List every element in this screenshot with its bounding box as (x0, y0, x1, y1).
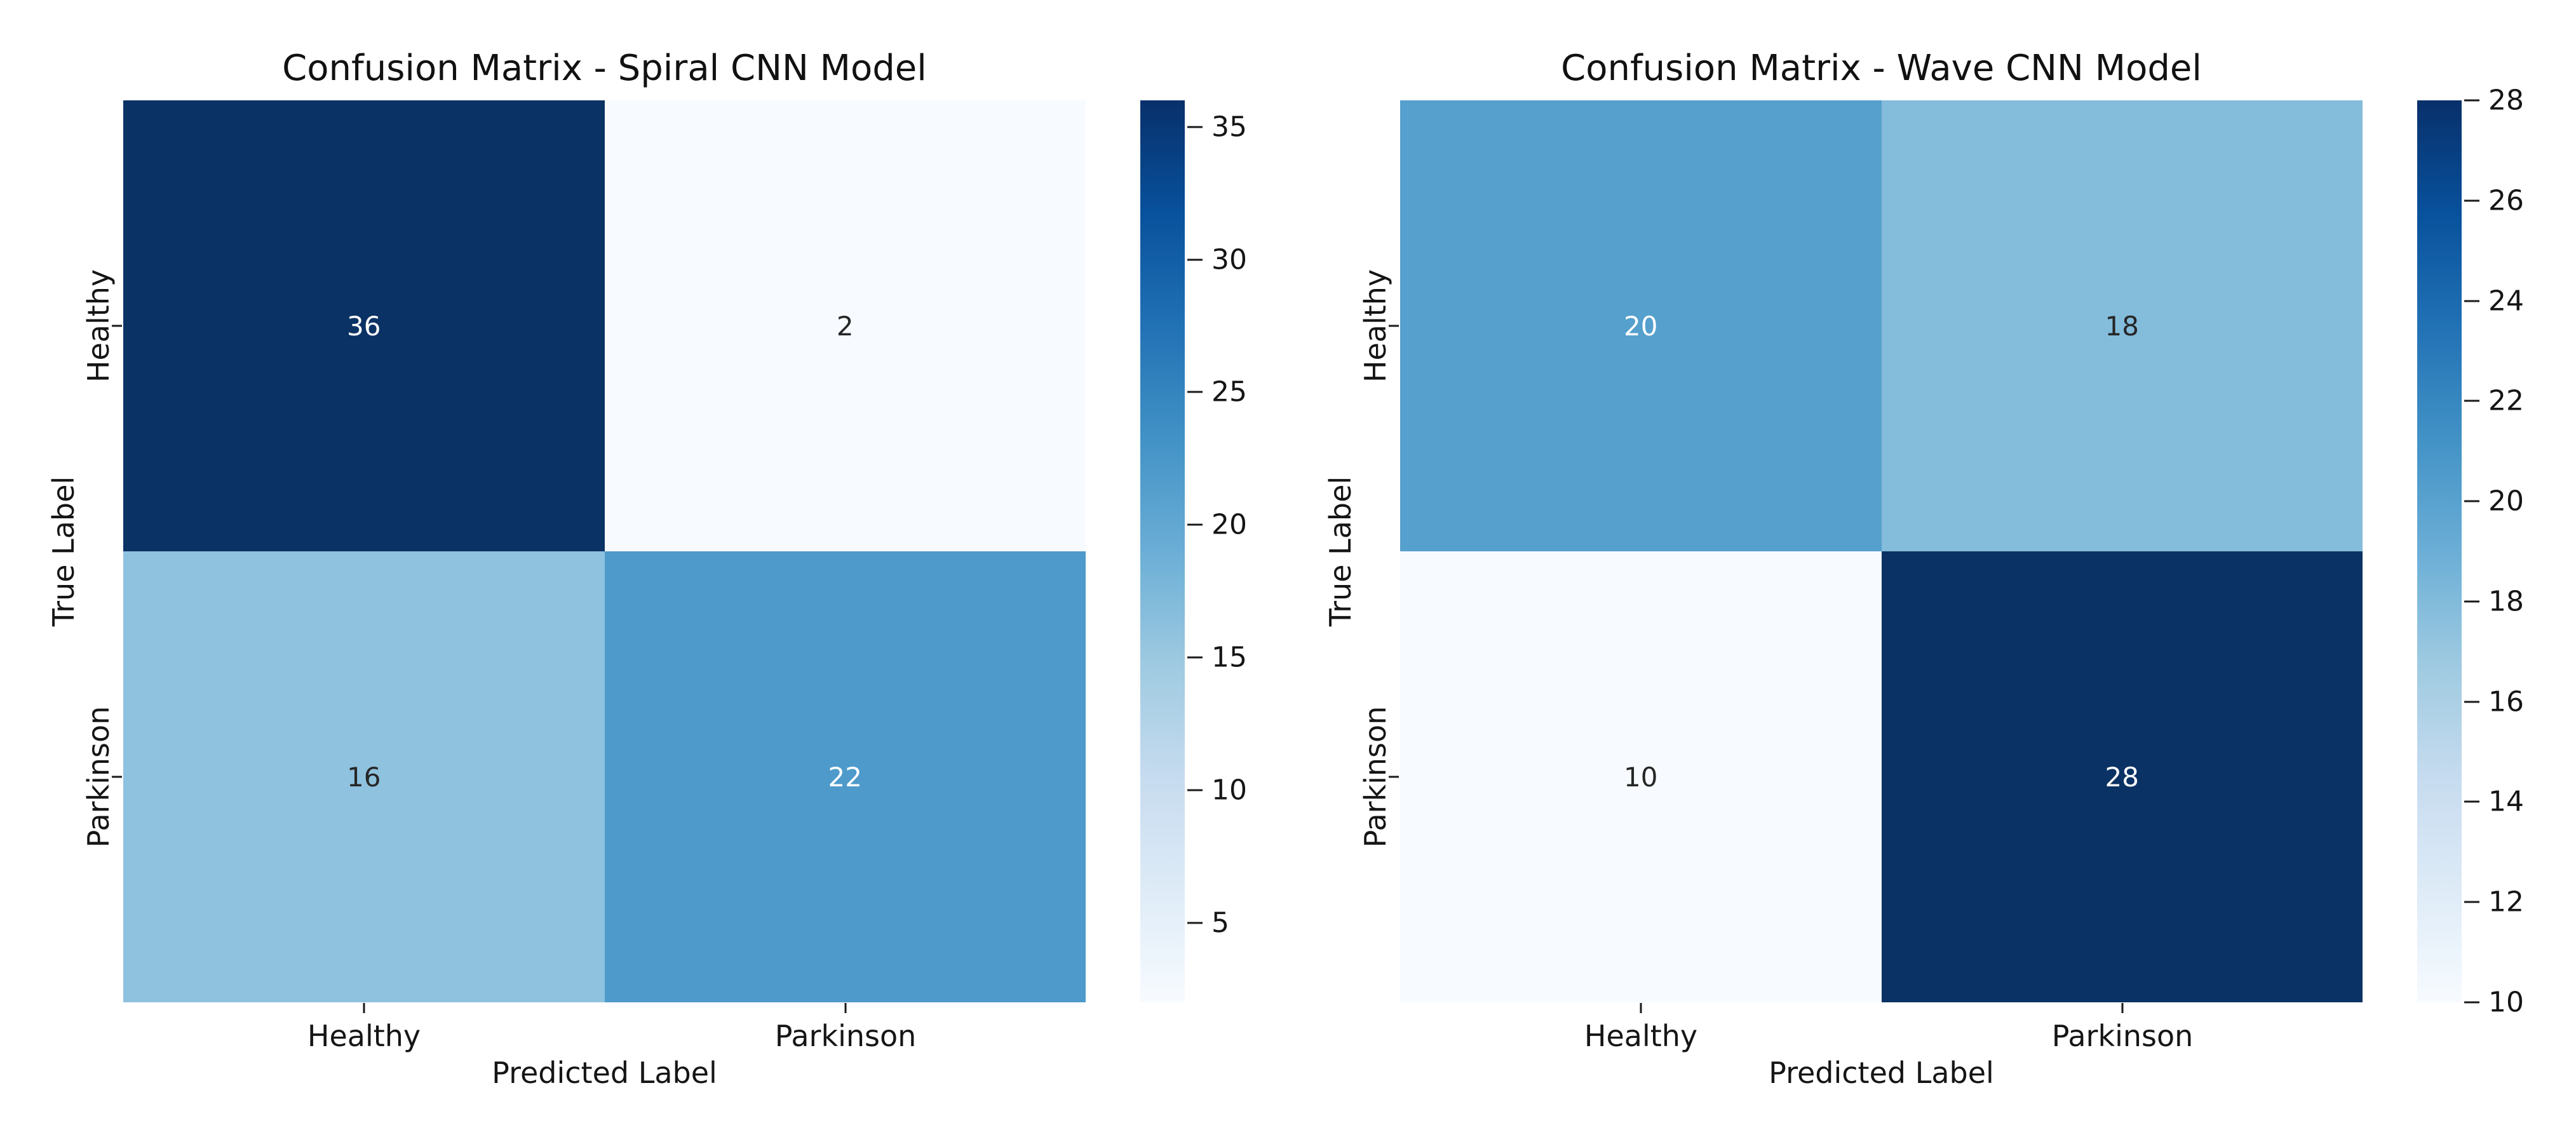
heatmap-grid: 20 18 10 28 (1400, 100, 2363, 1002)
heatmap-cell-true-healthy-pred-parkinson: 18 (1881, 100, 2363, 551)
x-axis-tick-mark (363, 1003, 365, 1013)
colorbar-tick-mark (1187, 523, 1203, 526)
x-tick-label-parkinson: Parkinson (2051, 1019, 2194, 1053)
colorbar-gradient (2417, 100, 2462, 1002)
y-axis-tick-mark (112, 325, 122, 327)
colorbar-tick-mark (1187, 126, 1203, 128)
colorbar-tick-mark (2464, 500, 2479, 502)
chart-title: Confusion Matrix - Wave CNN Model (1561, 48, 2202, 89)
heatmap-grid: 36 2 16 22 (123, 100, 1086, 1002)
heatmap-cell-true-parkinson-pred-parkinson: 22 (604, 551, 1086, 1002)
x-axis-tick-mark (844, 1003, 847, 1013)
colorbar-tick-label: 30 (1211, 243, 1247, 276)
x-axis-label: Predicted Label (492, 1056, 717, 1090)
colorbar-tick-mark (2464, 901, 2479, 903)
colorbar-tick-label: 18 (2488, 585, 2524, 618)
y-axis-tick-mark (1389, 776, 1399, 778)
y-axis-label: True Label (46, 476, 81, 627)
colorbar-tick-label: 25 (1211, 375, 1247, 408)
x-axis-tick-mark (1640, 1003, 1642, 1013)
colorbar-tick-label: 10 (2488, 986, 2524, 1019)
colorbar-tick-mark (2464, 99, 2479, 102)
colorbar-tick-label: 24 (2488, 285, 2524, 318)
heatmap-cell-true-healthy-pred-healthy: 36 (123, 100, 605, 551)
x-tick-label-healthy: Healthy (307, 1019, 421, 1053)
y-axis-label: True Label (1323, 476, 1358, 627)
colorbar-tick-label: 20 (2488, 485, 2524, 518)
colorbar-tick-mark (2464, 1001, 2479, 1004)
colorbar-tick-label: 5 (1211, 906, 1229, 939)
subplot-spiral-cnn: Confusion Matrix - Spiral CNN Model True… (46, 48, 1247, 1091)
colorbar-tick-mark (2464, 199, 2479, 202)
subplot-wave-cnn: Confusion Matrix - Wave CNN Model True L… (1277, 0, 2576, 1123)
colorbar-tick-mark (1187, 259, 1203, 261)
y-tick-label-healthy: Healthy (81, 269, 116, 383)
heatmap-cell-true-parkinson-pred-healthy: 16 (123, 551, 605, 1002)
heatmap-cell-true-parkinson-pred-parkinson: 28 (1881, 551, 2363, 1002)
x-axis-label: Predicted Label (1769, 1056, 1994, 1090)
y-tick-label-parkinson: Parkinson (81, 706, 116, 848)
colorbar-tick-mark (1187, 391, 1203, 393)
heatmap-cell-true-parkinson-pred-healthy: 10 (1400, 551, 1882, 1002)
y-axis-tick-mark (1389, 325, 1399, 327)
x-axis-tick-mark (2121, 1003, 2124, 1013)
colorbar-tick-label: 35 (1211, 111, 1247, 144)
colorbar-tick-label: 15 (1211, 641, 1247, 674)
colorbar-tick-label: 16 (2488, 685, 2524, 718)
colorbar-ticks: 10 12 14 16 18 20 22 24 26 28 (2464, 84, 2572, 1019)
colorbar-tick-label: 12 (2488, 885, 2524, 918)
colorbar-tick-mark (2464, 800, 2479, 803)
colorbar-tick-mark (1187, 789, 1203, 791)
y-tick-label-parkinson: Parkinson (1358, 706, 1393, 848)
heatmap-cell-true-healthy-pred-parkinson: 2 (604, 100, 1086, 551)
heatmap-cell-true-healthy-pred-healthy: 20 (1400, 100, 1882, 551)
colorbar-ticks: 5 10 15 20 25 30 35 (1187, 100, 1295, 1002)
colorbar-tick-label: 20 (1211, 508, 1247, 541)
colorbar-gradient (1140, 100, 1185, 1002)
x-tick-label-parkinson: Parkinson (774, 1019, 917, 1053)
chart-title: Confusion Matrix - Spiral CNN Model (282, 48, 927, 89)
y-tick-label-healthy: Healthy (1358, 269, 1393, 383)
colorbar-tick-label: 28 (2488, 84, 2524, 117)
colorbar-tick-mark (2464, 400, 2479, 402)
colorbar-tick-mark (1187, 656, 1203, 659)
colorbar-tick-label: 10 (1211, 774, 1247, 807)
colorbar-tick-label: 14 (2488, 785, 2524, 818)
colorbar-tick-label: 22 (2488, 384, 2524, 417)
y-axis-tick-mark (112, 776, 122, 778)
colorbar-tick-mark (2464, 600, 2479, 603)
colorbar-tick-label: 26 (2488, 184, 2524, 217)
colorbar-tick-mark (2464, 300, 2479, 302)
x-tick-label-healthy: Healthy (1584, 1019, 1698, 1053)
colorbar-tick-mark (1187, 922, 1203, 924)
colorbar-tick-mark (2464, 701, 2479, 703)
